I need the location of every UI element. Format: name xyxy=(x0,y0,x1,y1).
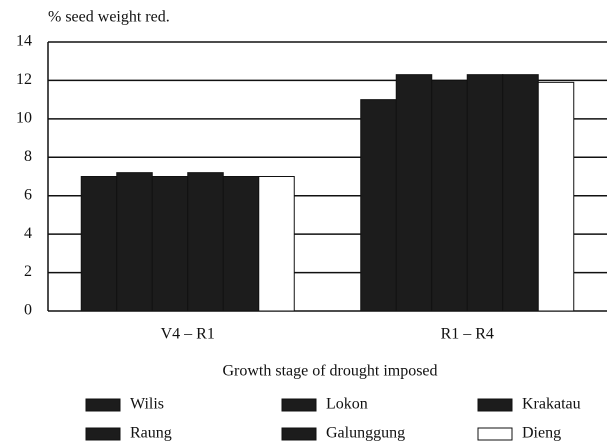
bar xyxy=(431,79,468,312)
bar xyxy=(502,74,539,312)
y-tick-label: 8 xyxy=(24,148,32,165)
bar xyxy=(80,176,118,312)
legend-swatch xyxy=(85,427,121,441)
bar xyxy=(116,172,153,312)
legend-swatch xyxy=(281,427,317,441)
y-axis-label: % seed weight red. xyxy=(48,9,170,26)
bar xyxy=(222,176,260,312)
y-tick-label: 2 xyxy=(24,263,32,280)
bar xyxy=(466,74,504,312)
y-tick-label: 10 xyxy=(16,110,32,127)
legend-label: Lokon xyxy=(326,396,368,413)
legend-swatch xyxy=(477,427,513,441)
y-tick-label: 12 xyxy=(16,71,32,88)
x-tick-label: V4 – R1 xyxy=(161,326,215,343)
bar xyxy=(258,176,295,312)
legend-label: Krakatau xyxy=(522,396,581,413)
legend-swatch xyxy=(477,398,513,412)
legend-label: Dieng xyxy=(522,425,561,442)
legend-label: Raung xyxy=(130,425,172,442)
x-axis-label: Growth stage of drought imposed xyxy=(222,363,437,380)
y-tick-label: 6 xyxy=(24,186,32,203)
legend-label: Galunggung xyxy=(326,425,405,442)
bar xyxy=(187,172,224,312)
y-tick-label: 0 xyxy=(24,302,32,319)
bar xyxy=(151,176,189,312)
y-tick-label: 4 xyxy=(24,225,32,242)
legend-label: Wilis xyxy=(130,396,164,413)
bar xyxy=(537,81,575,312)
legend-swatch xyxy=(85,398,121,412)
x-tick-label: R1 – R4 xyxy=(441,326,494,343)
bar xyxy=(360,99,397,312)
bar xyxy=(395,74,433,312)
legend-swatch xyxy=(281,398,317,412)
y-tick-label: 14 xyxy=(16,33,32,50)
